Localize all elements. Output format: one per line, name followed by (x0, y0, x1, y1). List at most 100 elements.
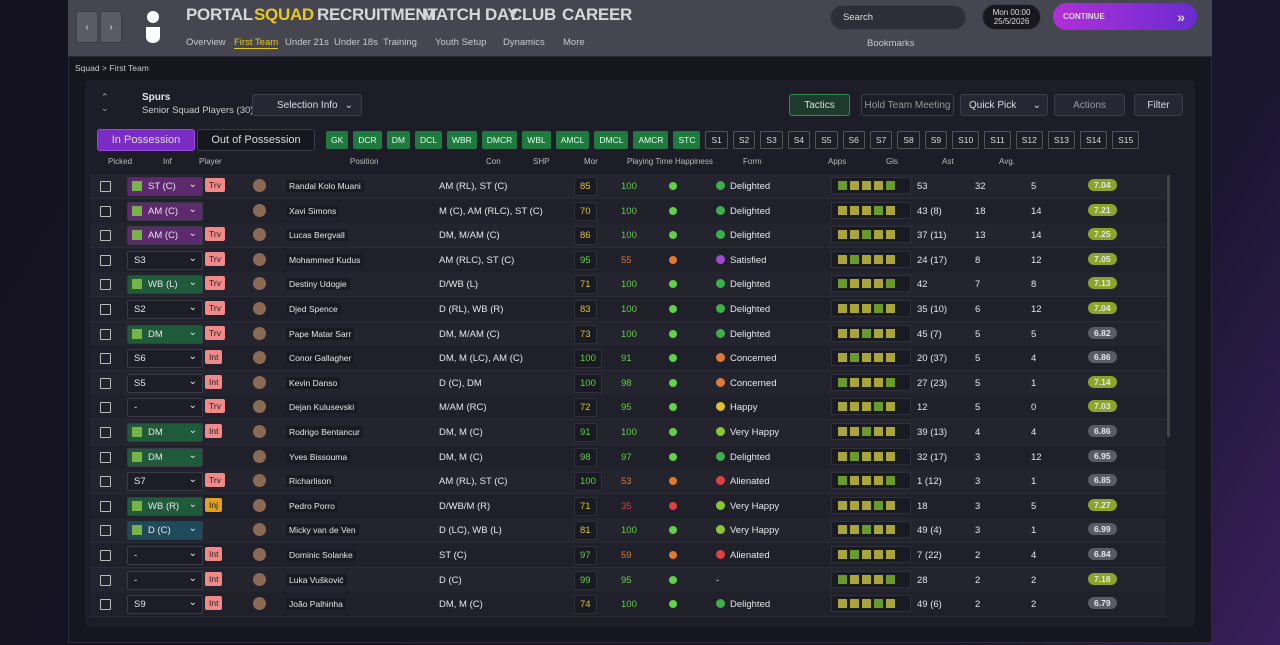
position-chip[interactable]: S15 (1112, 131, 1140, 149)
picked-dropdown[interactable]: S2 ⌄ (127, 300, 203, 319)
player-row[interactable]: S6 ⌄ Int Conor Gallagher DM, M (LC), AM (C) 1… (90, 346, 1166, 372)
player-row[interactable]: S2 ⌄ Trv Djed Spence D (RL), WB (R) 83 100 Deli… (90, 297, 1166, 322)
position-chip[interactable]: S5 (815, 131, 838, 149)
position-chip[interactable]: AMCL (555, 131, 590, 149)
back-button[interactable]: ‹ (76, 11, 98, 43)
meeting-button[interactable]: Hold Team Meeting (861, 94, 954, 116)
picked-dropdown[interactable]: WB (R) ⌄ (127, 496, 203, 516)
main-tab[interactable]: CLUB (510, 5, 557, 24)
player-name[interactable]: Lucas Bergvall (286, 229, 348, 242)
sub-tab[interactable]: First Team (234, 37, 279, 49)
checkbox[interactable] (100, 230, 111, 242)
column-header[interactable]: Apps (828, 157, 847, 166)
checkbox[interactable] (100, 279, 111, 291)
checkbox[interactable] (100, 574, 111, 586)
tactics-button[interactable]: Tactics (789, 94, 850, 116)
column-header[interactable]: Playing Time Happiness (627, 157, 713, 166)
sub-tab[interactable]: Under 18s (334, 37, 378, 48)
player-name[interactable]: Conor Gallagher (286, 352, 355, 365)
player-row[interactable]: AM (C) ⌄ Trv Lucas Bergvall DM, M/AM (C) 86 10… (90, 223, 1166, 249)
picked-dropdown[interactable]: S7 ⌄ (127, 472, 203, 492)
main-tab[interactable]: CAREER (562, 5, 632, 24)
checkbox[interactable] (100, 181, 111, 192)
player-row[interactable]: S7 ⌄ Trv Richarlison AM (RL), ST (C) 100 53 Ali… (90, 469, 1166, 495)
player-name[interactable]: Richarlison (286, 475, 335, 488)
player-name[interactable]: Dejan Kulusevski (286, 401, 358, 414)
player-name[interactable]: Rodrigo Bentancur (286, 426, 363, 438)
player-row[interactable]: DM ⌄ Int Rodrigo Bentancur DM, M (C) 91 100 Ver… (90, 420, 1166, 445)
quick-pick[interactable]: Quick Pick ⌄ (960, 94, 1048, 116)
checkbox[interactable] (100, 599, 111, 611)
picked-dropdown[interactable]: DM ⌄ (127, 447, 203, 467)
checkbox[interactable] (100, 500, 111, 512)
column-header[interactable]: Gls (886, 157, 898, 166)
player-row[interactable]: - ⌄ Int Luka Vušković D (C) 99 95-28 2 2 7.18 (90, 567, 1166, 593)
player-row[interactable]: DM ⌄ Yves Bissouma DM, M (C) 98 97 Delighted 32… (90, 444, 1166, 470)
column-header[interactable]: Avg. (999, 157, 1015, 166)
column-header[interactable]: Picked (108, 157, 133, 166)
position-chip[interactable]: S8 (897, 131, 920, 149)
position-chip[interactable]: S6 (842, 131, 865, 149)
position-chip[interactable]: S9 (924, 131, 948, 149)
position-chip[interactable]: S10 (952, 131, 980, 149)
main-tab[interactable]: RECRUITMENT (317, 5, 438, 24)
crumb[interactable]: Squad (75, 63, 100, 73)
position-chip[interactable]: DMCL (594, 131, 629, 149)
sub-tab[interactable]: Under 21s (285, 37, 329, 48)
player-row[interactable]: DM ⌄ Trv Pape Matar Sarr DM, M/AM (C) 73 100 De… (90, 321, 1166, 347)
player-row[interactable]: S3 ⌄ Trv Mohammed Kudus AM (RLC), ST (C) 95 55… (90, 247, 1166, 273)
column-header[interactable]: Mor (584, 157, 598, 166)
player-row[interactable]: WB (L) ⌄ Trv Destiny Udogie D/WB (L) 71 100 Del… (90, 272, 1166, 298)
continue-button[interactable]: CONTINUE» (1053, 3, 1197, 30)
player-name[interactable]: Pape Matar Sarr (286, 327, 355, 340)
position-chip[interactable]: WBR (446, 131, 477, 149)
player-row[interactable]: S5 ⌄ Int Kevin Danso D (C), DM 100 98 Concerned… (90, 370, 1166, 396)
sub-tab[interactable]: Dynamics (503, 37, 545, 48)
sub-tab[interactable]: Overview (186, 37, 226, 48)
main-tab[interactable]: MATCH DAY (422, 5, 519, 24)
actions-button[interactable]: Actions (1054, 94, 1125, 116)
player-row[interactable]: - ⌄ Trv Dejan Kulusevski M/AM (RC) 72 95 Happy 1… (90, 395, 1166, 421)
picked-dropdown[interactable]: S9 ⌄ (127, 595, 203, 615)
sub-tab[interactable]: Training (383, 37, 417, 48)
picked-dropdown[interactable]: AM (C) ⌄ (127, 226, 203, 246)
player-name[interactable]: Destiny Udogie (286, 278, 350, 291)
player-row[interactable]: ST (C) ⌄ Trv Randal Kolo Muani AM (RL), ST (… (90, 174, 1166, 199)
picked-dropdown[interactable]: S3 ⌄ (127, 250, 203, 270)
checkbox[interactable] (100, 377, 111, 389)
column-header[interactable]: Inf (163, 157, 172, 166)
position-chip[interactable]: S1 (705, 131, 728, 149)
column-header[interactable]: Con (486, 157, 501, 166)
player-name[interactable]: Mohammed Kudus (286, 253, 364, 266)
position-chip[interactable]: AMCR (633, 131, 669, 149)
picked-dropdown[interactable]: ST (C) ⌄ (127, 177, 203, 196)
checkbox[interactable] (100, 353, 111, 365)
checkbox[interactable] (100, 427, 111, 438)
checkbox[interactable] (100, 451, 111, 463)
position-chip[interactable]: S4 (787, 131, 811, 149)
column-header[interactable]: Ast (942, 157, 954, 166)
player-name[interactable]: João Palhinha (286, 598, 346, 611)
player-row[interactable]: S9 ⌄ Int João Palhinha DM, M (C) 74 100 Delight… (90, 592, 1166, 618)
sub-tab[interactable]: Youth Setup (435, 37, 487, 48)
player-name[interactable]: Kevin Danso (286, 376, 341, 389)
position-chip[interactable]: DCR (353, 131, 382, 149)
column-header[interactable]: Position (350, 157, 379, 166)
checkbox[interactable] (100, 304, 111, 315)
checkbox[interactable] (100, 476, 111, 488)
in-possession-tab[interactable]: In Possession (97, 129, 195, 151)
main-tab[interactable]: PORTAL (186, 5, 253, 24)
position-chip[interactable]: S2 (732, 131, 756, 149)
player-row[interactable]: - ⌄ Int Dominic Solanke ST (C) 97 59 Alienated 7… (90, 543, 1166, 568)
column-header[interactable]: SHP (533, 157, 550, 166)
picked-dropdown[interactable]: S5 ⌄ (127, 373, 203, 393)
picked-dropdown[interactable]: DM ⌄ (127, 423, 203, 442)
search-bar[interactable]: Search (830, 5, 966, 30)
player-row[interactable]: AM (C) ⌄ Xavi Simons M (C), AM (RLC), ST (C… (90, 198, 1166, 224)
position-chip[interactable]: S3 (760, 131, 783, 149)
player-name[interactable]: Randal Kolo Muani (286, 180, 364, 192)
position-chip[interactable]: S13 (1047, 131, 1075, 149)
player-name[interactable]: Micky van de Ven (286, 524, 359, 537)
position-chip[interactable]: GK (326, 131, 349, 149)
player-name[interactable]: Yves Bissouma (286, 450, 351, 463)
